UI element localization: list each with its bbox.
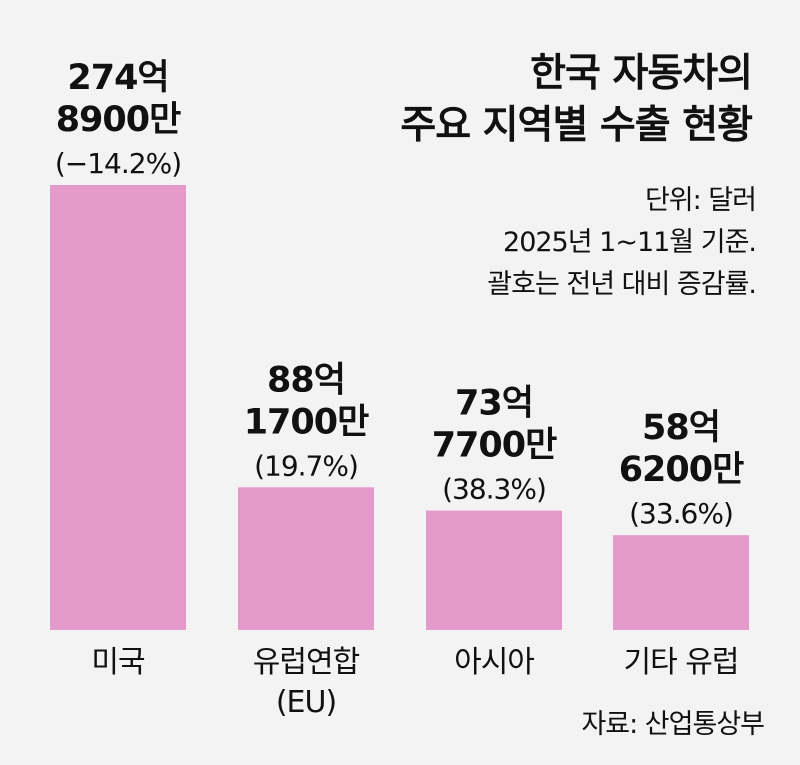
bar bbox=[50, 185, 186, 630]
change-label: (33.6%) bbox=[629, 497, 733, 530]
chart-title: 한국 자동차의 주요 지역별 수출 현황 bbox=[400, 48, 753, 152]
category-label: 유럽연합 bbox=[253, 645, 360, 680]
unit-note: 단위: 달러 bbox=[644, 185, 757, 216]
value-label: 88억 bbox=[267, 360, 345, 400]
category-label: 미국 bbox=[91, 645, 145, 680]
change-label: (−14.2%) bbox=[55, 147, 181, 180]
period-note: 2025년 1~11월 기준. bbox=[503, 227, 757, 258]
bar bbox=[238, 487, 374, 630]
value-label: 6200만 bbox=[619, 450, 744, 490]
value-label: 73억 bbox=[455, 384, 533, 424]
value-label: 8900만 bbox=[56, 100, 181, 140]
parentheses-note: 괄호는 전년 대비 증감률. bbox=[487, 269, 757, 300]
value-label: 274억 bbox=[67, 58, 168, 98]
category-label: (EU) bbox=[276, 685, 336, 720]
change-label: (38.3%) bbox=[442, 473, 546, 506]
value-label: 1700만 bbox=[244, 402, 369, 442]
value-label: 7700만 bbox=[432, 426, 557, 466]
source-note: 자료: 산업통상부 bbox=[581, 709, 765, 740]
chart-notes: 단위: 달러 2025년 1~11월 기준. 괄호는 전년 대비 증감률. bbox=[487, 180, 757, 306]
value-label: 58억 bbox=[642, 408, 720, 448]
title-line-1: 한국 자동차의 bbox=[530, 51, 753, 96]
change-label: (19.7%) bbox=[254, 449, 358, 482]
title-line-2: 주요 지역별 수출 현황 bbox=[400, 103, 753, 148]
category-label: 아시아 bbox=[454, 645, 534, 680]
bar bbox=[426, 510, 562, 630]
bar bbox=[613, 535, 749, 630]
category-label: 기타 유럽 bbox=[624, 645, 739, 680]
